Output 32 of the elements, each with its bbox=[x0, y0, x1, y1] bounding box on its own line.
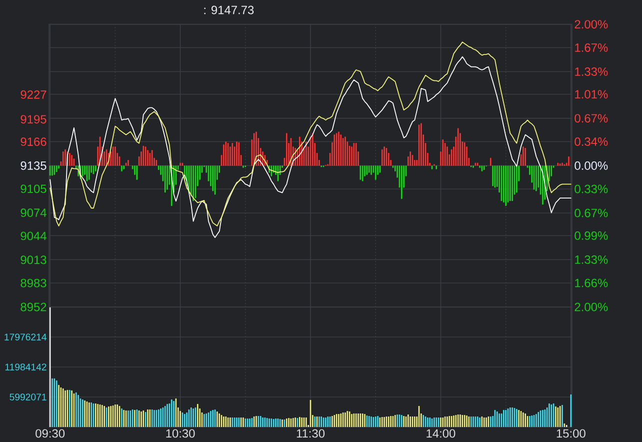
y-tick-label: 9166 bbox=[20, 137, 46, 146]
y2-tick-label: 1.33% bbox=[575, 67, 608, 76]
y-tick-label: 9013 bbox=[20, 256, 46, 264]
y2-tick-label: 1.66% bbox=[575, 278, 608, 288]
y-tick-label: 9044 bbox=[20, 232, 46, 240]
x-tick-label: 14:00 bbox=[426, 429, 456, 438]
y2-tick-label: 2.00% bbox=[574, 20, 608, 29]
y2-tick-label: 0.67% bbox=[574, 208, 608, 218]
y-tick-label: 9195 bbox=[20, 115, 46, 124]
y2-tick-label: 2.00% bbox=[574, 302, 608, 312]
y-tick-label: 5992071 bbox=[10, 394, 46, 400]
y2-tick-label: 1.33% bbox=[575, 255, 608, 264]
y-tick-label: 8983 bbox=[20, 278, 46, 288]
x-tick-label: 10:30 bbox=[166, 429, 195, 438]
y2-tick-label: 0.00% bbox=[574, 161, 608, 170]
y2-tick-label: 0.33% bbox=[574, 184, 608, 194]
x-tick-label: 11:30 bbox=[296, 429, 325, 438]
y-tick-label: 11984142 bbox=[5, 364, 46, 370]
chart-title: : 9147.73 bbox=[204, 6, 254, 14]
y-tick-label: 9227 bbox=[20, 90, 46, 99]
y2-tick-label: 0.67% bbox=[574, 114, 608, 123]
y2-tick-label: 0.99% bbox=[574, 231, 608, 240]
y2-tick-label: 1.67% bbox=[575, 43, 608, 52]
y-tick-label: 8952 bbox=[20, 302, 46, 312]
y-tick-label: 17976214 bbox=[4, 334, 47, 340]
y2-tick-label: 1.01% bbox=[575, 90, 608, 98]
y-tick-label: 9135 bbox=[20, 161, 46, 170]
y2-tick-label: 0.34% bbox=[574, 137, 608, 146]
x-tick-label: 09:30 bbox=[36, 429, 65, 438]
y-tick-label: 9074 bbox=[20, 208, 46, 217]
y-tick-label: 9105 bbox=[20, 184, 46, 194]
x-tick-label: 15:00 bbox=[556, 429, 586, 438]
